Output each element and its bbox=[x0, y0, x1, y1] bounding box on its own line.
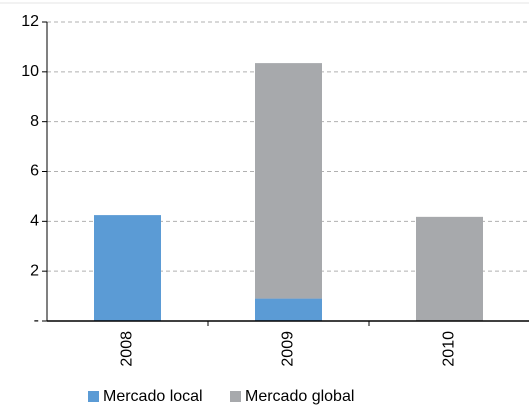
y-tick-label: 6 bbox=[30, 163, 39, 180]
y-tick-label: 2 bbox=[30, 262, 39, 279]
legend-swatch bbox=[88, 391, 99, 402]
legend-label: Mercado global bbox=[245, 388, 354, 405]
y-tick-label: - bbox=[34, 312, 39, 329]
x-tick-label: 2008 bbox=[119, 331, 136, 367]
y-tick-label: 12 bbox=[21, 13, 39, 30]
y-tick-label: 4 bbox=[30, 213, 39, 230]
bar-segment bbox=[255, 298, 322, 321]
legend-swatch bbox=[230, 391, 241, 402]
legend-label: Mercado local bbox=[103, 388, 203, 405]
y-tick-label: 10 bbox=[21, 63, 39, 80]
x-tick-label: 2009 bbox=[280, 331, 297, 367]
bar-segment bbox=[416, 216, 483, 321]
bar-segment bbox=[94, 215, 161, 321]
x-tick-label: 2010 bbox=[441, 331, 458, 367]
y-tick-label: 8 bbox=[30, 113, 39, 130]
bar-segment bbox=[255, 63, 322, 299]
